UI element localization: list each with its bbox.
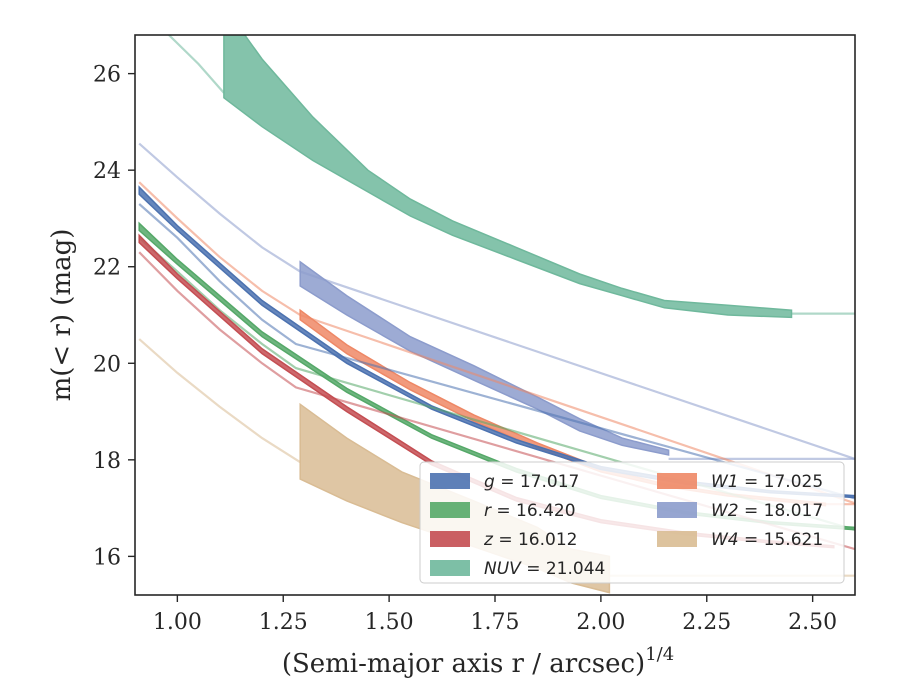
y-tick-label: 26 [93,63,121,88]
legend: g = 17.017 r = 16.420 z = 16.012 NUV = 21.0… [419,461,845,584]
series-r-model-line [138,236,855,531]
x-tick-label: 1.75 [471,610,520,635]
x-tick-label: 2.50 [788,610,837,635]
legend-swatch-w2 [657,502,697,518]
x-tick-label: 2.25 [682,610,731,635]
legend-swatch-r [430,502,470,518]
legend-label-r: r = 16.420 [484,501,576,521]
y-tick-label: 18 [93,449,121,474]
y-tick-label: 20 [93,352,121,377]
legend-label-w2: W2 = 18.017 [711,501,823,521]
legend-swatch-z [430,531,470,547]
series-w2-band [299,260,670,456]
axis-ticks: 1.00 1.25 1.50 1.75 2.00 2.25 2.50 16 18 20 22 24 26 [93,63,837,635]
x-tick-label: 1.00 [153,610,202,635]
legend-swatch-nuv [430,560,470,576]
x-tick-label: 1.50 [365,610,414,635]
series-nuv-band [223,35,793,319]
x-axis-label: (Semi-major axis r / arcsec)1/4 [282,644,674,679]
x-tick-label: 1.25 [259,610,308,635]
legend-label-w4: W4 = 15.621 [711,530,823,550]
legend-label-w1: W1 = 17.025 [711,472,823,492]
legend-swatch-w1 [657,473,697,489]
y-tick-label: 22 [93,256,121,281]
y-tick-label: 24 [93,159,121,184]
legend-label-z: z = 16.012 [483,530,577,550]
series-w1-model-line [138,181,855,505]
legend-swatch-w4 [657,531,697,547]
series-z-model-line [138,251,855,551]
series-w2-model-line [138,142,855,460]
legend-box [419,461,845,584]
legend-swatch-g [430,473,470,489]
series-g-model-line [138,203,855,500]
y-tick-label: 16 [93,545,121,570]
legend-label-nuv: NUV = 21.044 [484,559,605,579]
series-r-band [138,221,855,531]
series-w4-model-line [138,338,301,464]
series-g-band [138,185,855,499]
legend-label-g: g = 17.017 [484,472,579,492]
y-axis-label: m(< r) (mag) [47,229,77,402]
x-tick-label: 2.00 [576,610,625,635]
series-nuv-model-line [168,35,225,94]
